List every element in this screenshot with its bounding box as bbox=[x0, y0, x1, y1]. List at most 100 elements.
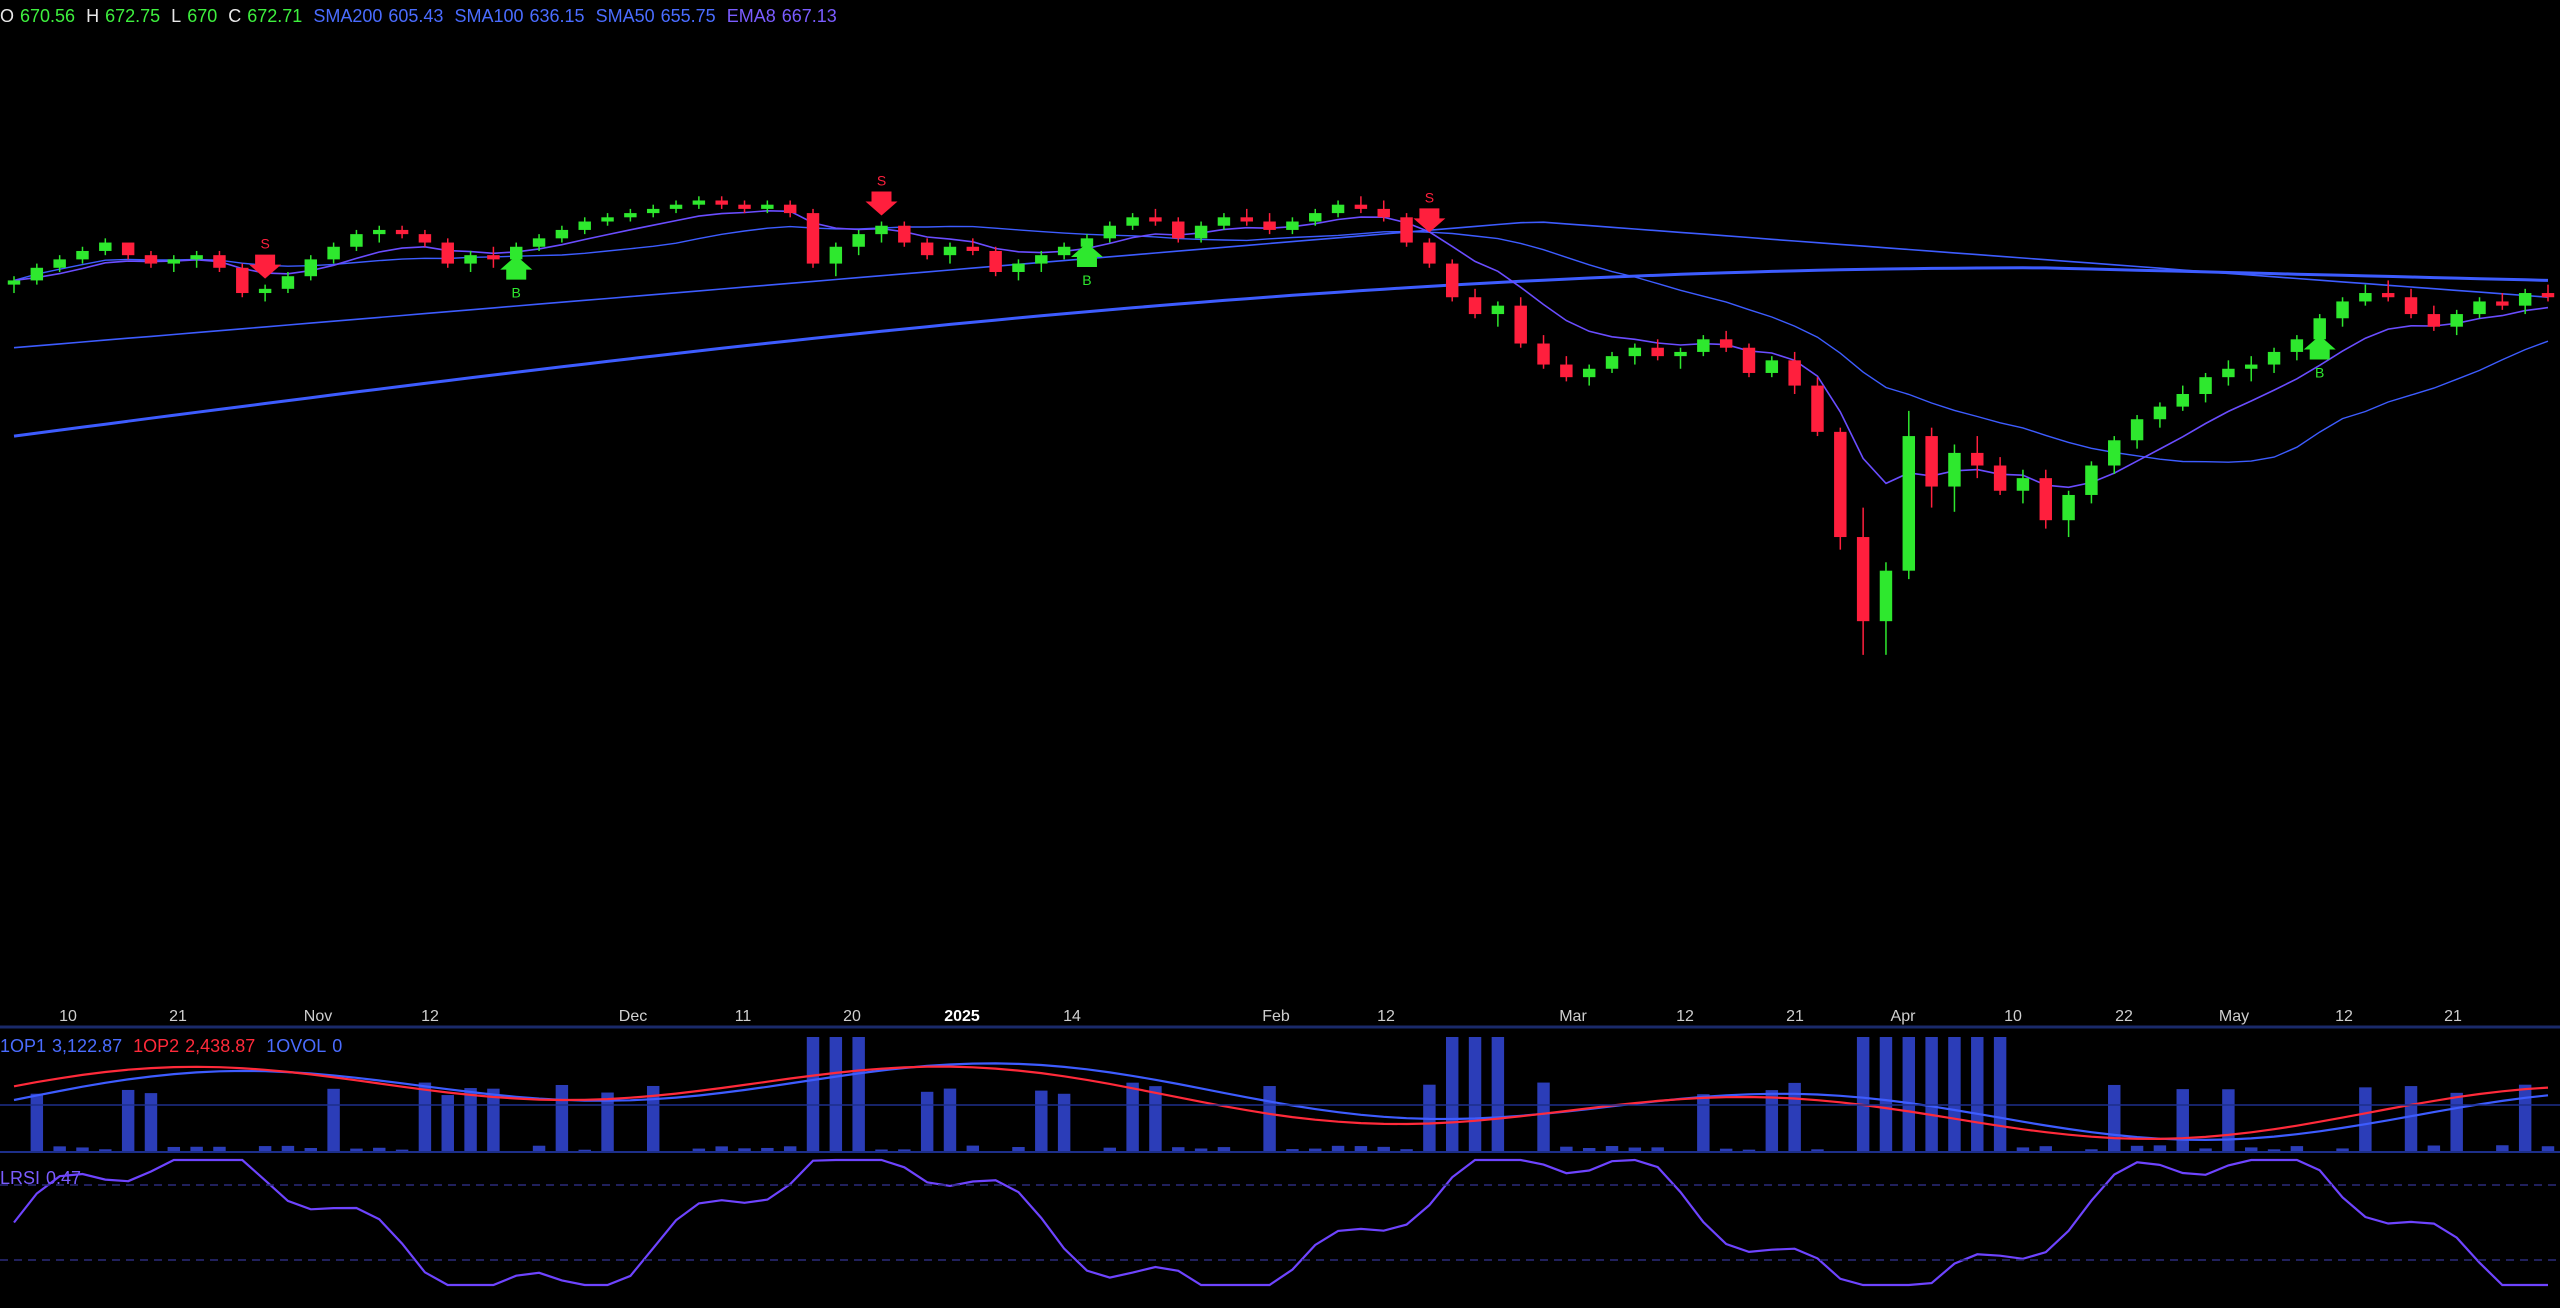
candle bbox=[1126, 213, 1139, 230]
candle bbox=[578, 217, 591, 235]
lrsi-value: 0.47 bbox=[46, 1168, 82, 1188]
candle bbox=[281, 272, 295, 294]
volume-bar bbox=[875, 1149, 888, 1152]
candle bbox=[1194, 221, 1208, 243]
candle bbox=[1035, 250, 1048, 272]
volume-bar bbox=[1172, 1147, 1185, 1152]
candle bbox=[2062, 490, 2075, 538]
candle bbox=[1765, 356, 1779, 378]
x-tick-label: 12 bbox=[2335, 1008, 2353, 1025]
close-value: 672.71 bbox=[247, 6, 303, 26]
volume-bar bbox=[2085, 1149, 2098, 1152]
volume-bar bbox=[1309, 1148, 1322, 1152]
x-tick-label: 21 bbox=[1786, 1008, 1804, 1025]
volume-bar bbox=[601, 1092, 614, 1152]
x-tick-label: 22 bbox=[2115, 1008, 2133, 1025]
volume-bar bbox=[1697, 1094, 1710, 1152]
volume-bar bbox=[350, 1148, 363, 1152]
lrsi-line bbox=[13, 1158, 2548, 1287]
volume-bar bbox=[1971, 1037, 1984, 1152]
candle bbox=[327, 242, 340, 264]
signals: S B S B S B bbox=[249, 173, 2336, 381]
candle bbox=[1309, 208, 1322, 226]
sma200-line bbox=[13, 266, 2549, 438]
x-tick-label: 10 bbox=[2004, 1008, 2022, 1025]
volume-bar bbox=[395, 1149, 409, 1152]
x-tick-label: 21 bbox=[169, 1008, 187, 1025]
volume-bar bbox=[532, 1145, 546, 1152]
volume-bar bbox=[2039, 1146, 2052, 1152]
candle bbox=[1948, 444, 1961, 512]
candle bbox=[601, 213, 614, 226]
candle bbox=[1263, 213, 1276, 235]
candle bbox=[2267, 347, 2281, 373]
candle bbox=[1856, 507, 1870, 655]
candle bbox=[1651, 339, 1664, 361]
vol-value: 0 bbox=[332, 1036, 343, 1056]
volume-bar bbox=[304, 1147, 317, 1152]
ema8-line bbox=[13, 209, 2549, 489]
volume-bar bbox=[1651, 1147, 1664, 1152]
candle bbox=[167, 255, 181, 272]
volume-bar bbox=[2130, 1145, 2144, 1152]
price-legend: O 670.56 H 672.75 L 670 C 672.71 SMA200 605.4… bbox=[0, 6, 843, 27]
candle bbox=[669, 200, 683, 214]
x-tick-label: 12 bbox=[1676, 1008, 1694, 1025]
close-label: C bbox=[228, 6, 242, 26]
candle bbox=[487, 246, 500, 268]
volume-bar bbox=[1560, 1146, 1573, 1152]
volume-bar bbox=[783, 1146, 797, 1152]
candle bbox=[1468, 288, 1482, 319]
volume-bar bbox=[920, 1091, 934, 1152]
x-axis: 10 21 Nov 12 Dec 11 20 2025 14 Feb 12 Mar 12 21 Apr 10 2… bbox=[0, 1008, 2560, 1261]
sell-signal: S bbox=[1413, 189, 1446, 233]
candle bbox=[2473, 297, 2486, 319]
candle bbox=[1560, 356, 1573, 382]
candle bbox=[2427, 305, 2441, 331]
volume-bar bbox=[213, 1146, 226, 1152]
sma50-label: SMA50 bbox=[595, 6, 655, 26]
candle bbox=[624, 208, 637, 222]
volume-bar bbox=[2108, 1084, 2121, 1152]
x-tick-label: Nov bbox=[304, 1008, 332, 1025]
volume-bar bbox=[2267, 1149, 2281, 1152]
candle bbox=[2085, 461, 2098, 504]
volume-bar bbox=[121, 1089, 135, 1152]
candle bbox=[2541, 284, 2555, 302]
volume-bar bbox=[1811, 1149, 1824, 1152]
candle bbox=[646, 204, 660, 218]
volume-bar bbox=[1491, 1037, 1505, 1152]
volume-bar bbox=[761, 1147, 774, 1152]
x-tick-label: 2025 bbox=[944, 1008, 980, 1025]
x-tick-label: Dec bbox=[619, 1008, 647, 1025]
candle bbox=[1331, 200, 1345, 218]
volume-bar bbox=[53, 1146, 66, 1152]
volume-bar bbox=[1628, 1147, 1642, 1152]
candle bbox=[920, 238, 934, 260]
candle bbox=[258, 284, 272, 302]
buy-signal: B bbox=[500, 255, 533, 301]
candle bbox=[943, 242, 957, 264]
volume-bar bbox=[2245, 1147, 2258, 1152]
svg-text:B: B bbox=[1082, 272, 1091, 288]
candle bbox=[1537, 335, 1550, 369]
candle bbox=[2245, 356, 2258, 382]
lrsi-legend: LRSI 0.47 bbox=[0, 1168, 87, 1189]
candle bbox=[53, 255, 66, 272]
candle bbox=[1834, 427, 1847, 550]
volume-bar bbox=[2404, 1086, 2418, 1152]
sma100-label: SMA100 bbox=[454, 6, 524, 26]
volume-bar bbox=[2199, 1148, 2212, 1152]
open-label: O bbox=[0, 6, 15, 26]
candle bbox=[236, 263, 249, 298]
volume-bar bbox=[76, 1147, 89, 1152]
candle bbox=[213, 250, 226, 272]
volume-bar bbox=[327, 1088, 340, 1152]
op2-value: 2,438.87 bbox=[185, 1036, 256, 1056]
high-value: 672.75 bbox=[105, 6, 161, 26]
candle bbox=[555, 225, 569, 243]
candle bbox=[1879, 562, 1893, 655]
volume-bar bbox=[1879, 1037, 1893, 1152]
candle bbox=[966, 238, 980, 256]
